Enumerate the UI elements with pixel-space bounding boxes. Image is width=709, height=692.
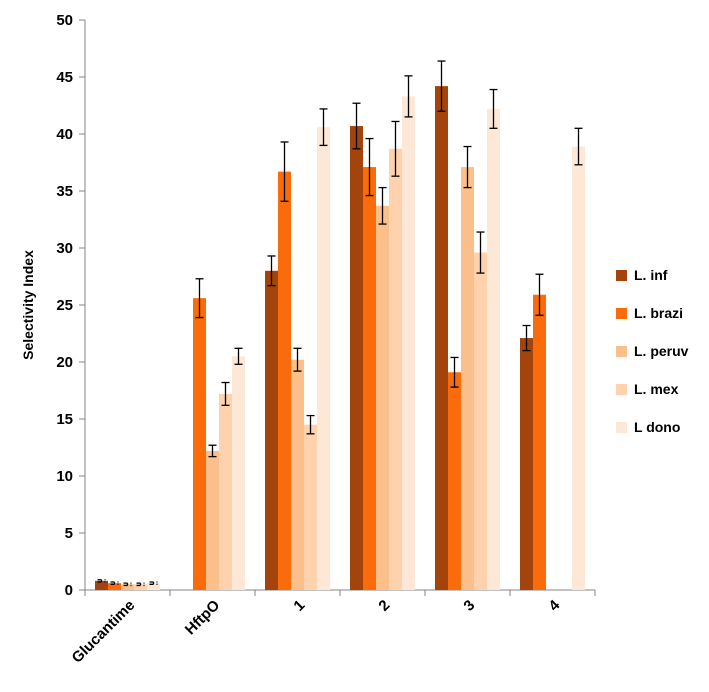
y-tick-label: 25 [56,297,73,314]
error-bar [280,141,289,202]
bar [461,167,474,590]
bar [363,167,376,590]
x-tick-label: 2 [375,597,393,615]
bar [350,126,363,591]
bar [291,359,304,590]
error-bar [378,186,387,225]
legend-label: L. inf [634,267,668,283]
legend-swatch [616,308,627,319]
legend-swatch [616,422,627,433]
legend-item: L. mex [616,381,679,397]
error-bar [489,88,498,129]
bar [121,584,134,590]
bar [232,356,245,590]
bars [95,86,585,591]
y-tick-label: 30 [56,240,73,257]
x-tick-label: Glucantime [69,597,139,667]
legend-item: L. brazi [616,305,683,321]
bar [108,583,121,590]
bar [474,252,487,590]
error-bar [476,231,485,274]
bar [448,372,461,590]
error-bar [319,108,328,147]
bar [278,171,291,590]
error-bar [352,102,361,150]
y-tick-label: 20 [56,354,73,371]
error-bar [195,278,204,319]
bar [147,583,160,590]
bar [304,424,317,590]
y-tick-label: 10 [56,468,73,485]
error-bar [234,347,243,365]
legend-label: L. brazi [634,305,683,321]
bar [487,108,500,591]
legend-swatch [616,270,627,281]
error-bar [110,581,119,585]
error-bar [463,145,472,189]
error-bar [365,137,374,197]
legend-label: L dono [634,419,680,435]
bar [206,450,219,590]
error-bar [535,273,544,316]
y-tick-label: 50 [56,12,73,29]
error-bar [391,120,400,177]
legend-label: L. mex [634,381,679,397]
error-bar [450,356,459,388]
y-tick-label: 0 [65,582,73,599]
y-tick-label: 40 [56,126,73,143]
y-tick-label: 35 [56,183,73,200]
bar [435,86,448,591]
error-bar [123,582,132,587]
bar [193,298,206,590]
x-tick-label: 3 [460,597,478,615]
x-tick-label: HftpO [182,597,224,639]
error-bar [404,75,413,118]
legend-swatch [616,384,627,395]
bar [219,393,232,590]
bar [265,270,278,590]
bar [134,584,147,590]
bar [520,338,533,590]
legend: L. inf L. brazi L. peruv L. mex L dono [616,267,689,435]
y-axis: 0 5 10 15 20 25 30 35 40 45 50 [56,12,86,599]
bar [389,148,402,590]
legend-swatch [616,346,627,357]
error-bars [97,60,583,587]
bar [95,580,108,590]
bar [376,205,389,590]
legend-item: L. peruv [616,343,689,359]
error-bar [136,582,145,587]
bar [533,294,546,590]
x-tick-label: 1 [290,597,308,615]
legend-item: L. inf [616,267,668,283]
error-bar [149,581,158,585]
error-bar [306,414,315,435]
error-bar [293,347,302,372]
legend-item: L dono [616,419,680,435]
y-tick-label: 15 [56,411,73,428]
y-axis-title: Selectivity Index [20,250,36,360]
x-axis: Glucantime HftpO 1 2 3 4 [69,589,596,667]
bar [572,146,585,591]
error-bar [221,381,230,406]
bar [402,96,415,590]
error-bar [267,255,276,287]
error-bar [574,127,583,166]
x-tick-label: 4 [545,596,563,614]
error-bar [208,444,217,458]
y-tick-label: 5 [65,525,73,542]
error-bar [522,324,531,352]
error-bar [97,579,106,583]
bar [317,127,330,590]
y-tick-label: 45 [56,69,73,86]
error-bar [437,60,446,112]
legend-label: L. peruv [634,343,689,359]
